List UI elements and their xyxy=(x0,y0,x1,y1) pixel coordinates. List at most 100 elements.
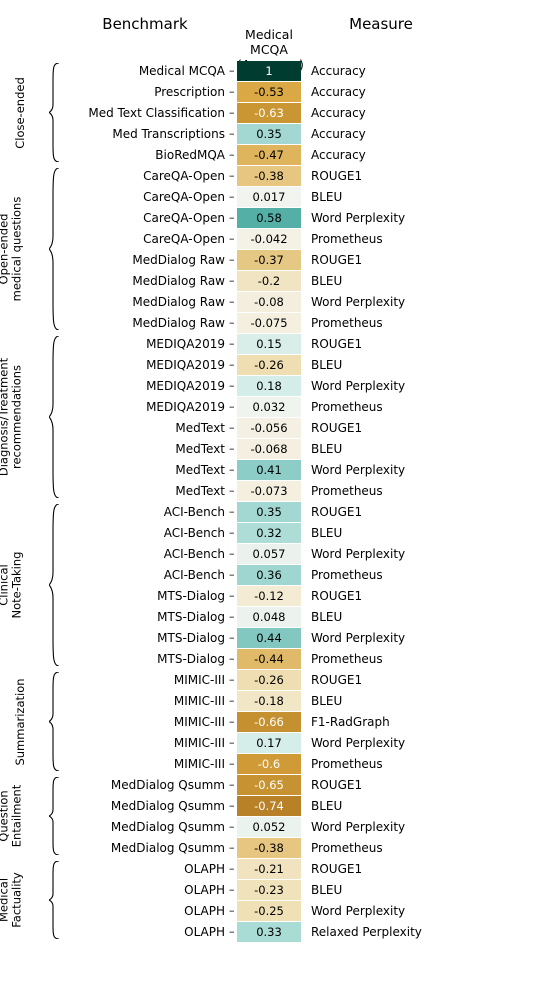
benchmark-label: MTS-Dialog xyxy=(65,652,229,666)
heatmap-row: MedDialog Qsumm–-0.65ROUGE1 xyxy=(10,774,534,795)
benchmark-label: MTS-Dialog xyxy=(65,610,229,624)
benchmark-label: CareQA-Open xyxy=(65,211,229,225)
measure-label: Prometheus xyxy=(301,757,451,771)
measure-label: Word Perplexity xyxy=(301,211,451,225)
tick-mark: – xyxy=(229,400,237,413)
measure-label: F1-RadGraph xyxy=(301,715,451,729)
heatmap-row: MedText–-0.068BLEU xyxy=(10,438,534,459)
tick-mark: – xyxy=(229,85,237,98)
measure-label: ROUGE1 xyxy=(301,589,451,603)
benchmark-label: MedDialog Raw xyxy=(65,274,229,288)
heatmap-cell: -0.47 xyxy=(237,145,301,165)
heatmap-row: Medical MCQA–1Accuracy xyxy=(10,60,534,81)
tick-mark: – xyxy=(229,337,237,350)
heatmap-cell: 0.057 xyxy=(237,544,301,564)
measure-label: Accuracy xyxy=(301,64,451,78)
measure-label: Prometheus xyxy=(301,484,451,498)
tick-mark: – xyxy=(229,610,237,623)
tick-mark: – xyxy=(229,652,237,665)
heatmap-row: OLAPH–-0.23BLEU xyxy=(10,879,534,900)
heatmap-cell: 1 xyxy=(237,61,301,81)
measure-label: Accuracy xyxy=(301,148,451,162)
heatmap-cell: -0.042 xyxy=(237,229,301,249)
tick-mark: – xyxy=(229,484,237,497)
tick-mark: – xyxy=(229,106,237,119)
curly-bracket-icon xyxy=(49,63,61,162)
benchmark-label: MIMIC-III xyxy=(65,757,229,771)
heatmap-cell: -0.65 xyxy=(237,775,301,795)
heatmap-cell: -0.056 xyxy=(237,418,301,438)
measure-label: Accuracy xyxy=(301,106,451,120)
heatmap-row: MedText–-0.056ROUGE1 xyxy=(10,417,534,438)
tick-mark: – xyxy=(229,358,237,371)
benchmark-label: MEDIQA2019 xyxy=(65,400,229,414)
heatmap-cell: -0.74 xyxy=(237,796,301,816)
tick-mark: – xyxy=(229,820,237,833)
heatmap-cell: -0.44 xyxy=(237,649,301,669)
measure-label: ROUGE1 xyxy=(301,778,451,792)
measure-label: BLEU xyxy=(301,799,451,813)
measure-label: Word Perplexity xyxy=(301,631,451,645)
heatmap-row: MTS-Dialog–-0.12ROUGE1 xyxy=(10,585,534,606)
benchmark-label: MedDialog Qsumm xyxy=(65,799,229,813)
measure-label: BLEU xyxy=(301,883,451,897)
benchmark-label: MEDIQA2019 xyxy=(65,379,229,393)
heatmap-cell: -0.12 xyxy=(237,586,301,606)
tick-mark: – xyxy=(229,736,237,749)
tick-mark: – xyxy=(229,526,237,539)
measure-label: Word Perplexity xyxy=(301,820,451,834)
heatmap-row: MedDialog Qsumm–0.052Word Perplexity xyxy=(10,816,534,837)
curly-bracket-icon xyxy=(49,168,61,330)
heatmap-row: CareQA-Open–0.58Word Perplexity xyxy=(10,207,534,228)
heatmap-cell: 0.032 xyxy=(237,397,301,417)
heatmap-cell: 0.18 xyxy=(237,376,301,396)
heatmap-cell: 0.052 xyxy=(237,817,301,837)
measure-label: BLEU xyxy=(301,358,451,372)
group-bracket: Diagnosis/Treatmentrecommendations xyxy=(10,333,65,501)
header-benchmark: Benchmark xyxy=(65,15,229,33)
heatmap-row: Med Text Classification–-0.63Accuracy xyxy=(10,102,534,123)
measure-label: Prometheus xyxy=(301,652,451,666)
benchmark-label: MedText xyxy=(65,484,229,498)
heatmap-cell: 0.36 xyxy=(237,565,301,585)
heatmap-cell: -0.53 xyxy=(237,82,301,102)
heatmap-cell: 0.17 xyxy=(237,733,301,753)
benchmark-label: MTS-Dialog xyxy=(65,589,229,603)
heatmap-cell: 0.017 xyxy=(237,187,301,207)
heatmap-row: MIMIC-III–-0.26ROUGE1 xyxy=(10,669,534,690)
chart-title-row: Medical MCQA (Accuracy) xyxy=(10,38,534,60)
benchmark-label: MedDialog Raw xyxy=(65,253,229,267)
benchmark-label: ACI-Bench xyxy=(65,547,229,561)
tick-mark: – xyxy=(229,757,237,770)
tick-mark: – xyxy=(229,64,237,77)
heatmap-cell: -0.38 xyxy=(237,838,301,858)
heatmap-cell: -0.38 xyxy=(237,166,301,186)
heatmap-cell: 0.41 xyxy=(237,460,301,480)
benchmark-label: CareQA-Open xyxy=(65,169,229,183)
heatmap-cell: 0.44 xyxy=(237,628,301,648)
benchmark-label: MTS-Dialog xyxy=(65,631,229,645)
heatmap-cell: 0.58 xyxy=(237,208,301,228)
tick-mark: – xyxy=(229,379,237,392)
benchmark-label: MedDialog Qsumm xyxy=(65,841,229,855)
tick-mark: – xyxy=(229,295,237,308)
benchmark-label: OLAPH xyxy=(65,925,229,939)
heatmap-row: Med Transcriptions–0.35Accuracy xyxy=(10,123,534,144)
tick-mark: – xyxy=(229,778,237,791)
tick-mark: – xyxy=(229,631,237,644)
curly-bracket-icon xyxy=(49,336,61,498)
measure-label: Word Perplexity xyxy=(301,379,451,393)
heatmap-row: MedDialog Qsumm–-0.74BLEU xyxy=(10,795,534,816)
tick-mark: – xyxy=(229,694,237,707)
heatmap-cell: -0.2 xyxy=(237,271,301,291)
measure-label: Word Perplexity xyxy=(301,736,451,750)
heatmap-row: MEDIQA2019–0.15ROUGE1 xyxy=(10,333,534,354)
curly-bracket-icon xyxy=(49,861,61,939)
heatmap-row: CareQA-Open–-0.042Prometheus xyxy=(10,228,534,249)
benchmark-label: Med Transcriptions xyxy=(65,127,229,141)
tick-mark: – xyxy=(229,904,237,917)
heatmap-cell: -0.37 xyxy=(237,250,301,270)
tick-mark: – xyxy=(229,442,237,455)
benchmark-label: Med Text Classification xyxy=(65,106,229,120)
tick-mark: – xyxy=(229,673,237,686)
